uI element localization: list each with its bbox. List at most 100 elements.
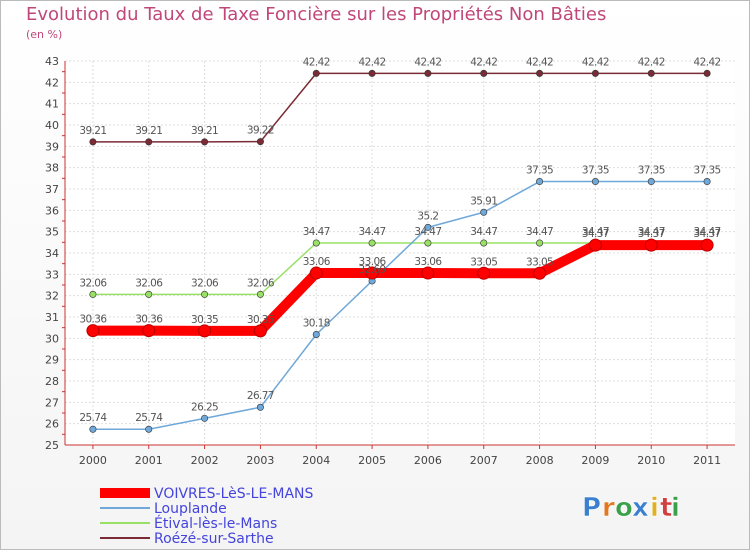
data-label-etival-les-le-mans: 32.06	[135, 277, 163, 289]
brand-letter: i	[650, 493, 659, 523]
data-point-roeze-sur-sarthe	[424, 69, 432, 77]
data-label-etival-les-le-mans: 34.47	[638, 226, 665, 238]
y-tick-label: 35	[45, 226, 59, 239]
data-label-louplande: 32.69	[359, 264, 386, 276]
x-tick-label: 2009	[581, 454, 609, 467]
data-label-roeze-sur-sarthe: 39.21	[135, 125, 162, 137]
data-label-louplande: 25.74	[135, 412, 163, 424]
y-tick-label: 30	[45, 332, 59, 345]
legend-label: Étival-lès-le-Mans	[154, 515, 277, 532]
data-point-louplande	[647, 178, 655, 186]
brand-letter: r	[602, 493, 615, 523]
data-label-etival-les-le-mans: 34.47	[582, 226, 609, 238]
brand-letter: x	[632, 493, 649, 523]
y-tick-label: 41	[45, 98, 59, 111]
data-point-roeze-sur-sarthe	[536, 69, 544, 77]
data-point-roeze-sur-sarthe	[89, 138, 97, 146]
data-point-roeze-sur-sarthe	[312, 69, 320, 77]
data-label-voivres-les-le-mans: 34.37	[694, 228, 721, 240]
legend-label: VOIVRES-LèS-LE-MANS	[154, 486, 314, 502]
data-point-roeze-sur-sarthe	[256, 138, 264, 146]
data-label-roeze-sur-sarthe: 39.22	[247, 125, 274, 137]
data-point-etival-les-le-mans	[368, 239, 376, 247]
data-point-louplande	[591, 178, 599, 186]
data-label-louplande: 30.18	[303, 317, 330, 329]
chart-subtitle: (en %)	[26, 28, 63, 41]
data-label-roeze-sur-sarthe: 42.42	[303, 56, 330, 68]
x-tick-label: 2004	[302, 454, 330, 467]
data-point-roeze-sur-sarthe	[591, 69, 599, 77]
data-point-roeze-sur-sarthe	[647, 69, 655, 77]
brand-letter: P	[582, 493, 601, 523]
x-tick-label: 2002	[191, 454, 219, 467]
data-label-louplande: 37.35	[694, 165, 721, 177]
data-label-etival-les-le-mans: 34.47	[526, 226, 553, 238]
data-point-louplande	[703, 178, 711, 186]
y-tick-label: 32	[45, 290, 59, 303]
data-label-layer: 39.21 39.21 39.21 39.22 42.42 42.42 42.42 42.42…	[79, 56, 721, 424]
data-label-voivres-les-le-mans: 33.06	[359, 256, 387, 268]
y-tick-label: 39	[45, 140, 59, 153]
data-label-voivres-les-le-mans: 30.36	[135, 314, 163, 326]
series-line-louplande	[92, 180, 708, 430]
data-point-voivres-les-le-mans	[477, 266, 491, 280]
y-tick-label: 27	[45, 396, 59, 409]
data-label-voivres-les-le-mans: 33.05	[526, 256, 553, 268]
data-label-louplande: 37.35	[582, 165, 609, 177]
legend: VOIVRES-LèS-LE-MANSLouplandeÉtival-lès-l…	[100, 486, 314, 547]
data-point-roeze-sur-sarthe	[145, 138, 153, 146]
y-tick-label: 42	[45, 76, 59, 89]
data-point-roeze-sur-sarthe	[368, 69, 376, 77]
data-point-voivres-les-le-mans	[86, 324, 100, 338]
y-tick-label: 29	[45, 354, 59, 367]
y-tick-label: 38	[45, 162, 59, 175]
data-point-etival-les-le-mans	[312, 239, 320, 247]
brand-letter: o	[615, 493, 633, 523]
data-point-voivres-les-le-mans	[198, 324, 212, 338]
data-label-roeze-sur-sarthe: 39.21	[79, 125, 106, 137]
data-label-roeze-sur-sarthe: 42.42	[470, 56, 497, 68]
data-point-etival-les-le-mans	[424, 239, 432, 247]
legend-label: Roézé-sur-Sarthe	[154, 531, 274, 547]
y-tick-label: 34	[45, 247, 59, 260]
y-tick-label: 31	[45, 311, 59, 324]
data-point-louplande	[536, 178, 544, 186]
y-tick-label: 26	[45, 418, 59, 431]
x-tick-label: 2010	[637, 454, 665, 467]
axis-layer: 25 26 27 28 29 30 31 32 33 34 35 36 37 38 39 40 41 42 43 20…	[45, 55, 735, 467]
grid-layer	[65, 60, 735, 446]
data-label-etival-les-le-mans: 34.47	[470, 226, 497, 238]
data-label-roeze-sur-sarthe: 42.42	[582, 56, 609, 68]
data-point-louplande	[89, 425, 97, 433]
brand-letter: t	[660, 493, 672, 523]
data-label-louplande: 26.77	[247, 390, 274, 402]
data-label-louplande: 37.35	[526, 165, 553, 177]
data-point-louplande	[256, 403, 264, 411]
data-label-roeze-sur-sarthe: 42.42	[638, 56, 665, 68]
chart-title: Evolution du Taux de Taxe Foncière sur l…	[26, 4, 607, 25]
data-point-louplande	[312, 330, 320, 338]
data-point-etival-les-le-mans	[256, 290, 264, 298]
x-tick-label: 2006	[414, 454, 442, 467]
data-point-voivres-les-le-mans	[142, 324, 156, 338]
data-label-etival-les-le-mans: 34.47	[359, 226, 386, 238]
data-label-voivres-les-le-mans: 33.06	[414, 256, 442, 268]
data-label-etival-les-le-mans: 32.06	[247, 277, 275, 289]
data-label-etival-les-le-mans: 32.06	[191, 277, 219, 289]
x-tick-label: 2008	[526, 454, 554, 467]
series-line-voivres-les-le-mans	[87, 240, 713, 336]
data-label-roeze-sur-sarthe: 39.21	[191, 125, 218, 137]
data-label-voivres-les-le-mans: 33.06	[303, 256, 331, 268]
data-point-louplande	[145, 425, 153, 433]
plot-area	[65, 61, 735, 445]
data-label-voivres-les-le-mans: 33.05	[470, 256, 497, 268]
y-tick-label: 33	[45, 268, 59, 281]
data-label-louplande: 37.35	[638, 165, 665, 177]
x-tick-label: 2007	[470, 454, 498, 467]
data-point-louplande	[480, 208, 488, 216]
data-point-voivres-les-le-mans	[253, 324, 267, 338]
data-point-voivres-les-le-mans	[644, 238, 658, 252]
data-label-roeze-sur-sarthe: 42.42	[414, 56, 441, 68]
data-point-etival-les-le-mans	[201, 290, 209, 298]
